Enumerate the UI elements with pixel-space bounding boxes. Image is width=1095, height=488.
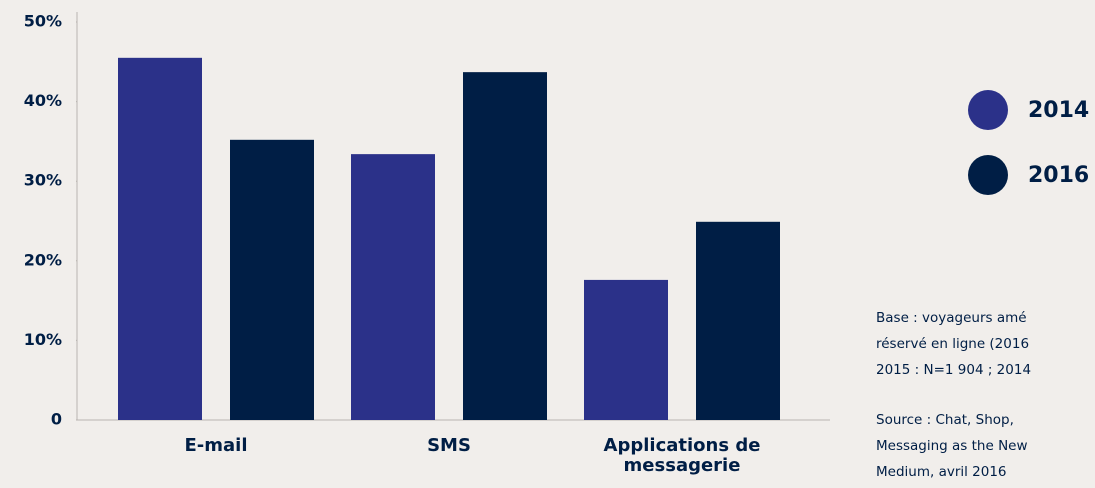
legend-label: 2014 bbox=[1028, 98, 1089, 123]
bar bbox=[584, 279, 668, 420]
y-tick-label: 20% bbox=[24, 250, 62, 269]
bar bbox=[230, 139, 314, 421]
note: réservé en ligne (2016 bbox=[876, 336, 1029, 352]
legend-swatch bbox=[968, 155, 1008, 195]
bar bbox=[118, 57, 202, 420]
note: Medium, avril 2016 bbox=[876, 464, 1007, 480]
y-tick-label: 0 bbox=[51, 410, 62, 429]
y-tick-label: 40% bbox=[24, 91, 62, 110]
note: Base : voyageurs amé bbox=[876, 310, 1027, 326]
x-tick-label: E-mail bbox=[184, 435, 248, 456]
y-tick-label: 30% bbox=[24, 171, 62, 190]
bar bbox=[351, 154, 435, 421]
note: Source : Chat, Shop, bbox=[876, 412, 1014, 428]
y-tick-label: 50% bbox=[24, 12, 62, 31]
legend-label: 2016 bbox=[1028, 163, 1089, 188]
bar bbox=[696, 221, 780, 420]
bar bbox=[463, 72, 547, 420]
note: Messaging as the New bbox=[876, 438, 1028, 454]
note: 2015 : N=1 904 ; 2014 bbox=[876, 362, 1031, 378]
x-tick-label: SMS bbox=[427, 435, 471, 456]
legend-swatch bbox=[968, 90, 1008, 130]
y-tick-label: 10% bbox=[24, 330, 62, 349]
x-tick-label: Applications de messagerie bbox=[603, 435, 761, 476]
